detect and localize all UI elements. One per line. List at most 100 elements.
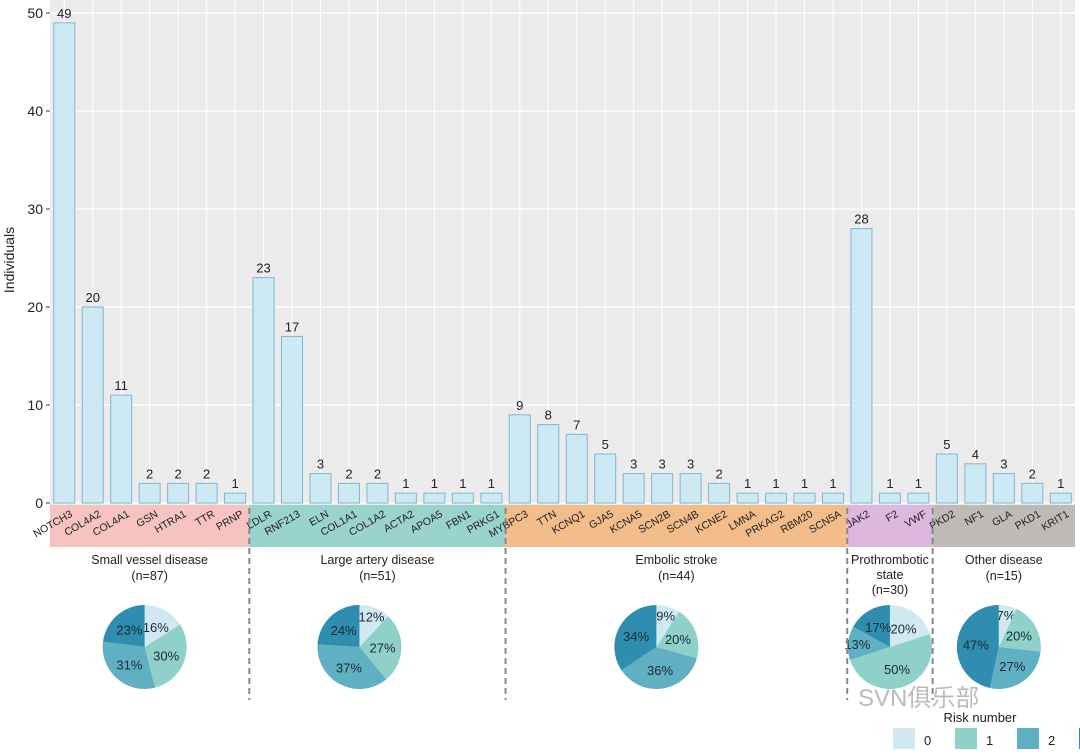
pie-slice-label: 23% — [116, 623, 142, 638]
bar-FBN1 — [451, 492, 474, 504]
pie-slice-2 — [847, 626, 890, 660]
bar-PKD1 — [1021, 482, 1044, 504]
pie-slice-2 — [317, 644, 387, 690]
bar-value-label: 1 — [459, 476, 466, 491]
bar-PRKAG2 — [765, 492, 788, 504]
bar-value-label: 20 — [85, 290, 99, 305]
pie-slice-≥3 — [853, 605, 890, 647]
legend-title: Risk number — [944, 710, 1018, 725]
bar-value-label: 2 — [715, 466, 722, 481]
bar-value-label: 28 — [854, 212, 868, 227]
bar-RBM20 — [793, 492, 816, 504]
bar-HTRA1 — [167, 482, 190, 504]
bar-value-label: 1 — [829, 476, 836, 491]
group-label-line1: Prothrombotic — [851, 553, 929, 567]
pie-slice-label: 27% — [370, 641, 396, 656]
group-label: Other disease — [965, 553, 1043, 567]
y-tick-label: 0 — [35, 495, 43, 511]
bar-value-label: 2 — [203, 466, 210, 481]
bar-value-label: 1 — [744, 476, 751, 491]
watermark: SVN俱乐部 — [858, 685, 979, 712]
x-tick-label: F2 — [884, 508, 901, 525]
bar-value-label: 2 — [1029, 466, 1036, 481]
pie-slice-label: 27% — [999, 659, 1025, 674]
bar-GJA5 — [594, 453, 617, 504]
pie-slice-2 — [621, 647, 697, 689]
pie-slice-label: 24% — [331, 623, 357, 638]
bar-COL4A2 — [81, 306, 104, 504]
bar-COL4A1 — [110, 394, 133, 504]
bar-NF1 — [964, 463, 987, 504]
group-label: Large artery disease — [320, 553, 434, 567]
bar-KCNQ1 — [565, 433, 588, 504]
group-label: Embolic stroke — [635, 553, 717, 567]
pie-slice-label: 36% — [647, 663, 673, 678]
bar-RNF213 — [281, 335, 304, 504]
bar-value-label: 1 — [772, 476, 779, 491]
bar-ACTA2 — [394, 492, 417, 504]
y-tick-label: 50 — [27, 5, 43, 21]
category-strip-1 — [249, 505, 506, 547]
pie-slice-label: 50% — [884, 662, 910, 677]
pie-slice-≥3 — [956, 605, 999, 689]
pie-slice-1 — [849, 634, 932, 689]
bar-value-label: 11 — [114, 378, 128, 393]
pie-slice-1 — [144, 624, 187, 688]
bar-value-label: 8 — [545, 408, 552, 423]
bar-value-label: 3 — [659, 457, 666, 472]
bar-value-label: 1 — [488, 476, 495, 491]
y-tick-label: 30 — [27, 201, 43, 217]
pie-slice-1 — [359, 616, 402, 680]
group-n: (n=44) — [658, 569, 694, 583]
bar-value-label: 2 — [345, 466, 352, 481]
pie-slice-label: 7% — [996, 608, 1015, 623]
pie-slice-0 — [144, 605, 181, 647]
pie-slice-1 — [998, 608, 1041, 652]
pie-slice-label: 30% — [153, 649, 179, 664]
group-n: (n=51) — [359, 569, 395, 583]
pie-slice-1 — [656, 611, 699, 659]
bar-value-label: 4 — [972, 447, 979, 462]
plot-background — [50, 0, 1075, 508]
legend-label: 1 — [986, 733, 993, 748]
bar-MYBPC3 — [508, 414, 531, 504]
bar-value-label: 7 — [573, 417, 580, 432]
category-strip-4 — [932, 505, 1075, 547]
pie-slice-label: 9% — [656, 609, 675, 624]
group-n: (n=87) — [131, 569, 167, 583]
bar-SCN2B — [651, 473, 674, 504]
category-strip-0 — [50, 505, 250, 547]
bar-COL1A1 — [337, 482, 360, 504]
bar-COL1A2 — [366, 482, 389, 504]
bar-value-label: 49 — [57, 6, 71, 21]
group-label: Small vessel disease — [91, 553, 208, 567]
bar-TTR — [195, 482, 218, 504]
y-axis-label: Individuals — [1, 227, 17, 293]
bar-LDLR — [252, 277, 275, 504]
bar-F2 — [878, 492, 901, 504]
group-n: (n=30) — [872, 583, 908, 597]
y-tick-label: 20 — [27, 299, 43, 315]
bar-KCNA5 — [622, 473, 645, 504]
bar-value-label: 3 — [630, 457, 637, 472]
bar-value-label: 5 — [943, 437, 950, 452]
bar-value-label: 2 — [374, 466, 381, 481]
legend-swatch-2 — [1017, 728, 1039, 749]
bar-value-label: 23 — [256, 261, 270, 276]
bar-KCNE2 — [708, 482, 731, 504]
bar-PRKG1 — [480, 492, 503, 504]
pie-slice-0 — [889, 605, 930, 647]
y-tick-label: 10 — [27, 397, 43, 413]
bar-PRNP — [224, 492, 247, 504]
bar-NOTCH3 — [53, 22, 76, 504]
pie-slice-label: 20% — [665, 632, 691, 647]
bar-PKD2 — [935, 453, 958, 504]
legend-swatch-0 — [893, 728, 915, 749]
pie-slice-label: 37% — [336, 661, 362, 676]
bar-GSN — [138, 482, 161, 504]
bar-VWF — [907, 492, 930, 504]
bar-value-label: 1 — [1057, 476, 1064, 491]
pie-slice-0 — [998, 605, 1017, 647]
bar-value-label: 1 — [886, 476, 893, 491]
pie-slice-0 — [656, 605, 680, 647]
